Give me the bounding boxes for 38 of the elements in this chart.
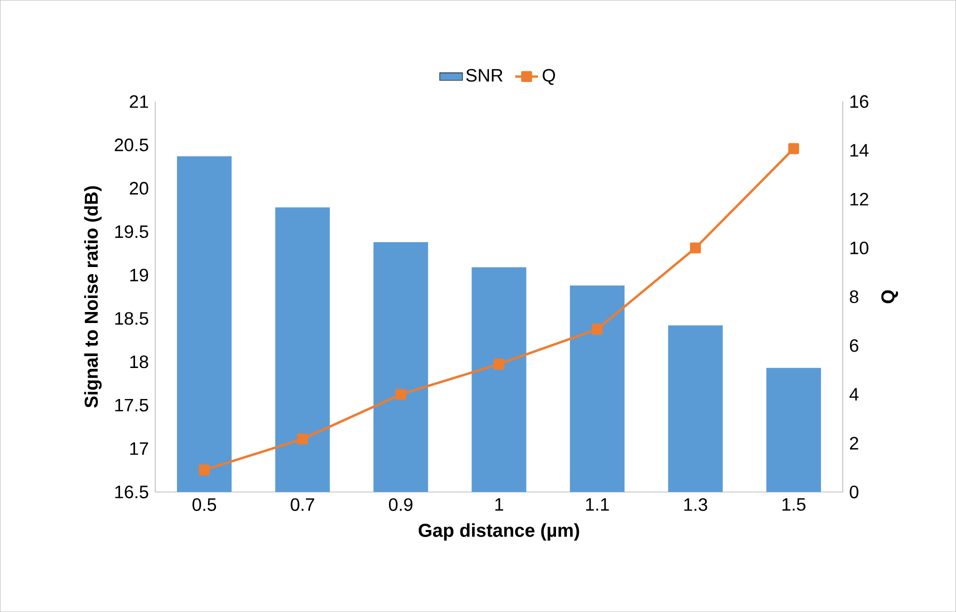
y-tick-label: 16.5	[115, 486, 148, 498]
x-tick-label: 1	[495, 498, 504, 511]
y-tick-label: 21	[130, 95, 148, 108]
y2-tick-label: 16	[850, 95, 868, 108]
point	[297, 433, 308, 444]
y-tick-label: 18.5	[115, 312, 148, 325]
y-tick-label: 17	[130, 442, 148, 455]
point	[395, 388, 406, 400]
y2-tick-label: 0	[850, 486, 858, 498]
y2-tick-label: 4	[849, 388, 859, 400]
x-tick-label: 1.3	[684, 498, 708, 511]
y-axis-title: Signal to Noise ratio (dB)	[84, 186, 102, 408]
point	[788, 143, 800, 154]
point	[494, 358, 504, 370]
x-tick-label: 0.5	[192, 498, 216, 511]
point	[198, 464, 210, 476]
point	[592, 324, 603, 335]
y-tick-label: 20	[130, 182, 148, 195]
x-tick-label: 0.7	[290, 498, 314, 511]
x-axis-title: Gap distance (µm)	[418, 523, 580, 541]
y2-tick-label: 2	[850, 436, 858, 450]
legend-label: SNR	[466, 68, 503, 82]
y-tick-label: 19.5	[115, 225, 148, 238]
y-tick-label: 19	[130, 268, 148, 282]
x-tick-label: 1.1	[586, 498, 609, 511]
y-tick-label: 17.5	[115, 398, 148, 412]
y2-tick-label: 14	[850, 144, 869, 156]
y-tick-label: 20.5	[114, 138, 148, 152]
y2-axis-title: Q	[881, 290, 898, 304]
y2-tick-label: 12	[850, 192, 868, 206]
y2-tick-label: 8	[850, 290, 858, 304]
point	[690, 242, 701, 254]
y2-tick-label: 10	[850, 242, 868, 254]
y-tick-label: 18	[130, 355, 148, 368]
legend-label: Q	[542, 68, 556, 85]
x-tick-label: 0.9	[388, 498, 412, 511]
x-tick-label: 1.5	[782, 498, 806, 511]
y2-tick-label: 6	[850, 339, 858, 352]
